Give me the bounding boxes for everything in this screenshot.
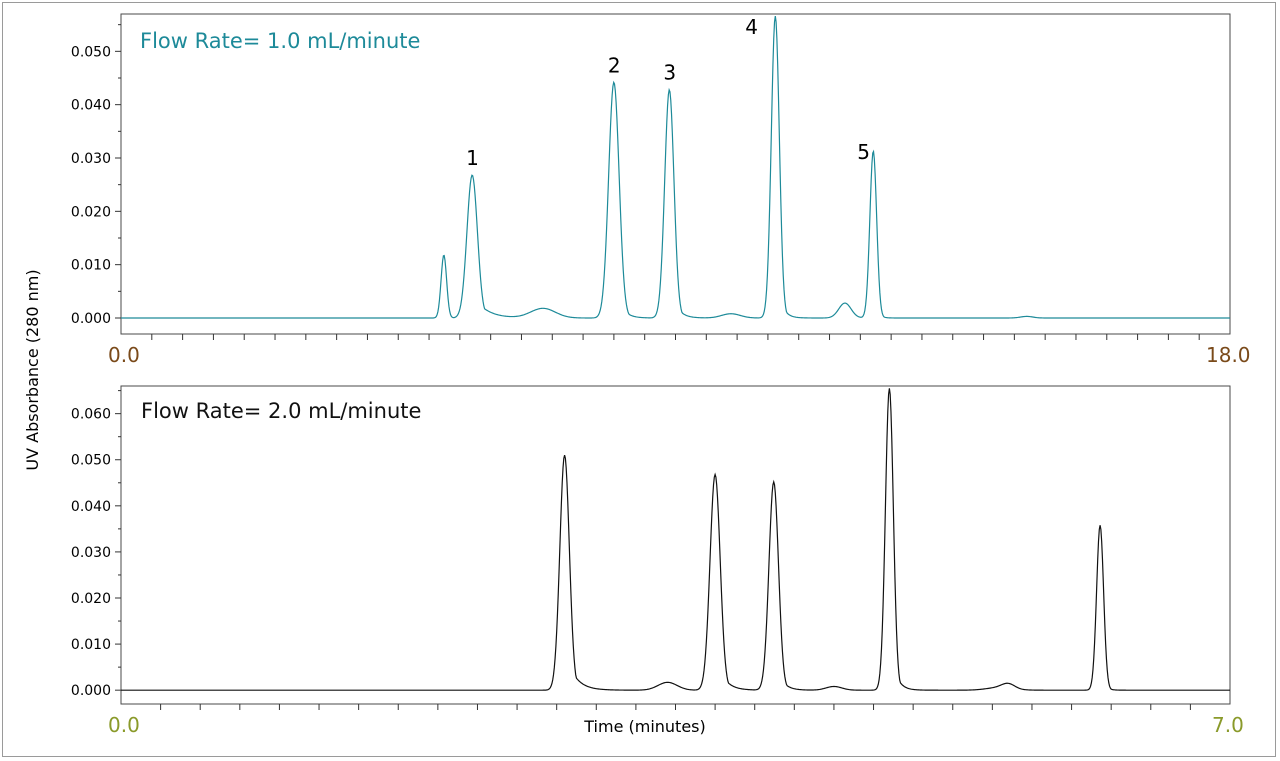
plot-bottom-trace — [121, 388, 1230, 691]
x-axis-title: Time (minutes) — [583, 717, 706, 736]
y-tick-label: 0.020 — [71, 591, 111, 607]
plot-top-title: Flow Rate= 1.0 mL/minute — [140, 29, 420, 53]
plot-top-trace — [121, 16, 1230, 319]
peak-label-1: 1 — [466, 146, 479, 170]
y-tick-label: 0.050 — [71, 44, 111, 60]
y-tick-label: 0.040 — [71, 98, 111, 114]
plot-bottom: 0.000 0.010 0.020 0.030 0.040 0.050 0.060 Flow… — [71, 385, 1244, 737]
plot-bottom-title: Flow Rate= 2.0 mL/minute — [141, 399, 421, 423]
y-tick-label: 0.000 — [71, 683, 111, 699]
y-axis-title: UV Absorbance (280 nm) — [23, 269, 42, 470]
plot-top-frame — [120, 13, 1231, 335]
plot-top-peak-labels: 1 2 3 4 5 — [466, 15, 870, 170]
y-tick-label: 0.020 — [71, 204, 111, 220]
peak-label-5: 5 — [857, 140, 870, 164]
y-tick-label: 0.000 — [71, 311, 111, 327]
plot-top-x-axis — [151, 334, 1200, 340]
plot-top: 0.000 0.010 0.020 0.030 0.040 0.050 1 2 3 4 5 Flo… — [71, 13, 1251, 367]
y-tick-label: 0.030 — [71, 545, 111, 561]
y-tick-label: 0.040 — [71, 499, 111, 515]
peak-label-4: 4 — [745, 15, 758, 39]
plot-bottom-x-max-label: 7.0 — [1212, 713, 1244, 737]
y-tick-label: 0.050 — [71, 453, 111, 469]
y-tick-label: 0.010 — [71, 637, 111, 653]
peak-label-3: 3 — [663, 61, 676, 85]
plot-bottom-x-min-label: 0.0 — [108, 713, 140, 737]
y-tick-label: 0.030 — [71, 151, 111, 167]
plot-top-x-max-label: 18.0 — [1206, 343, 1251, 367]
y-tick-label: 0.010 — [71, 258, 111, 274]
y-tick-label: 0.060 — [71, 407, 111, 423]
plot-bottom-frame — [120, 385, 1231, 705]
plot-top-x-min-label: 0.0 — [108, 343, 140, 367]
plot-top-y-axis: 0.000 0.010 0.020 0.030 0.040 0.050 — [71, 24, 121, 327]
plot-bottom-y-axis: 0.000 0.010 0.020 0.030 0.040 0.050 0.060 — [71, 390, 121, 699]
plot-bottom-x-axis — [160, 704, 1191, 710]
peak-label-2: 2 — [608, 53, 621, 77]
